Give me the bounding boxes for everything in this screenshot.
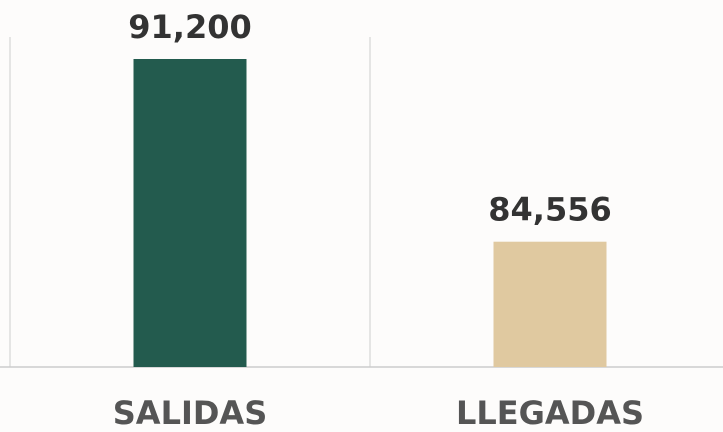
bar [493, 241, 607, 367]
x-tick-label: SALIDAS [113, 394, 267, 432]
value-label: 84,556 [488, 191, 611, 229]
bar [133, 59, 247, 367]
x-tick-label: LLEGADAS [456, 394, 644, 432]
value-label: 91,200 [128, 8, 251, 46]
